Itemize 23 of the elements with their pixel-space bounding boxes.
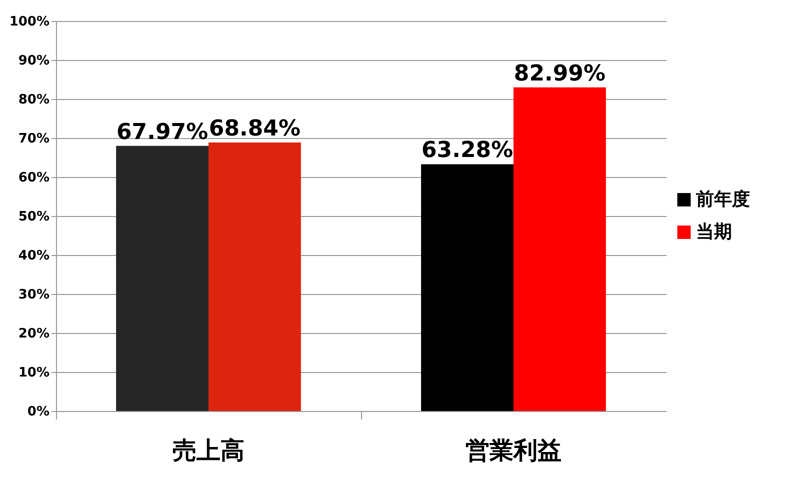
data-label: 82.99% bbox=[514, 61, 606, 86]
data-label: 68.84% bbox=[208, 116, 301, 142]
x-tick-label: 売上高 bbox=[172, 436, 244, 464]
y-tick-label: 0% bbox=[27, 404, 50, 420]
bar bbox=[208, 142, 301, 411]
y-tick-label: 50% bbox=[18, 210, 50, 224]
data-label: 63.28% bbox=[421, 138, 514, 164]
bar bbox=[421, 164, 514, 411]
y-tick-label: 70% bbox=[18, 132, 50, 146]
y-tick-label: 30% bbox=[18, 288, 50, 302]
legend-label: 当期 bbox=[696, 221, 732, 242]
data-label: 67.97% bbox=[116, 120, 208, 145]
x-tick-label: 営業利益 bbox=[466, 436, 562, 464]
y-tick-label: 60% bbox=[18, 170, 50, 186]
y-tick-label: 20% bbox=[18, 326, 50, 342]
y-tick-label: 10% bbox=[18, 366, 50, 380]
y-tick-label: 40% bbox=[18, 248, 50, 264]
bar bbox=[116, 146, 208, 411]
bar bbox=[514, 87, 606, 411]
y-tick-label: 80% bbox=[18, 92, 50, 108]
y-tick-label: 100% bbox=[9, 14, 50, 30]
y-tick-label: 90% bbox=[18, 54, 50, 68]
legend-label: 前年度 bbox=[695, 188, 750, 210]
